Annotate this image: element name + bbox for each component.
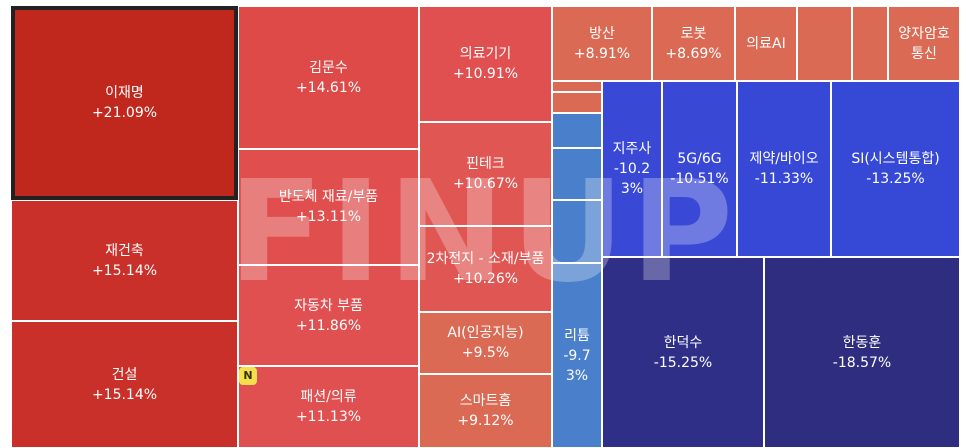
tile-name: 스마트홈	[459, 393, 512, 409]
tile-lithium[interactable]: 리튬 -9.73%	[552, 263, 602, 448]
tile-name: 반도체 재료/부품	[278, 189, 379, 205]
tile-name: 의료AI	[746, 35, 786, 52]
tile-change: +8.91%	[573, 45, 631, 62]
tile-change: -15.25%	[653, 354, 713, 371]
tile-robot[interactable]: 로봇 +8.69%	[652, 6, 735, 81]
tile-unlabeled[interactable]	[552, 92, 602, 113]
tile-change: +9.12%	[457, 413, 514, 429]
tile-handonghoon[interactable]: 한동훈 -18.57%	[764, 257, 960, 448]
tile-name: 이재명	[105, 85, 144, 101]
tile-name: 한덕수	[663, 334, 703, 351]
tile-name: 한동훈	[842, 334, 882, 351]
tile-name: 지주사	[612, 141, 652, 157]
tile-change: +14.61%	[295, 79, 362, 96]
tile-change: +15.14%	[91, 386, 158, 403]
tile-unlabeled[interactable]	[552, 200, 602, 263]
tile-change: +8.69%	[665, 45, 722, 62]
tile-name: 건설	[111, 366, 138, 383]
tile-name: 자동차 부품	[294, 297, 363, 314]
tile-medical-devices[interactable]: 의료기기 +10.91%	[419, 6, 552, 122]
tile-reconstruction[interactable]: 재건축 +15.14%	[11, 200, 238, 321]
tile-name: 로봇	[680, 25, 707, 42]
tile-auto-parts[interactable]: 자동차 부품 +11.86%	[238, 265, 419, 366]
tile-ai[interactable]: AI(인공지능) +9.5%	[419, 312, 552, 374]
tile-kimmoonsoo[interactable]: 김문수 +14.61%	[238, 6, 419, 149]
tile-change: +13.11%	[295, 209, 362, 225]
tile-change: +10.91%	[452, 66, 519, 82]
tile-name: 패션/의류	[300, 389, 357, 405]
tile-name: 의료기기	[459, 46, 512, 62]
tile-unlabeled[interactable]	[552, 148, 602, 200]
tile-name: 리튬	[564, 327, 590, 344]
tile-medical-ai[interactable]: 의료AI	[735, 6, 797, 81]
tile-name: 5G/6G	[677, 151, 722, 167]
tile-unlabeled[interactable]	[797, 6, 852, 81]
tile-si[interactable]: SI(시스템통합) -13.25%	[831, 81, 960, 257]
tile-name: 2차전지 - 소재/부품	[426, 251, 545, 267]
tile-change: +9.5%	[461, 345, 510, 361]
tile-change: +10.67%	[452, 176, 519, 192]
tile-leejaemyung[interactable]: 이재명 +21.09%	[11, 6, 238, 200]
tile-unlabeled[interactable]	[552, 113, 602, 148]
tile-battery-materials[interactable]: 2차전지 - 소재/부품 +10.26%	[419, 226, 552, 312]
tile-change: -13.25%	[866, 171, 925, 187]
tile-smarthome[interactable]: 스마트홈 +9.12%	[419, 374, 552, 448]
tile-change: +15.14%	[91, 262, 158, 279]
tile-change: +10.26%	[452, 271, 519, 287]
tile-name: 방산	[589, 25, 615, 42]
tile-name: 핀테크	[466, 156, 505, 172]
tile-name: 김문수	[309, 59, 348, 76]
tile-name: SI(시스템통합)	[851, 151, 940, 167]
tile-name: 재건축	[105, 242, 144, 259]
tile-holding-company[interactable]: 지주사 -10.23%	[602, 81, 662, 257]
tile-name: AI(인공지능)	[447, 325, 524, 341]
tile-5g6g[interactable]: 5G/6G -10.51%	[662, 81, 737, 257]
tile-fintech[interactable]: 핀테크 +10.67%	[419, 122, 552, 226]
tile-name: 양자암호통신	[898, 25, 950, 62]
tile-change: -9.73%	[563, 347, 591, 384]
tile-change: -10.23%	[613, 161, 651, 197]
tile-handeoksoo[interactable]: 한덕수 -15.25%	[602, 257, 764, 448]
tile-unlabeled[interactable]	[552, 81, 602, 92]
tile-name: 제약/바이오	[749, 151, 819, 167]
tile-change: -11.33%	[754, 171, 814, 187]
tile-pharma-bio[interactable]: 제약/바이오 -11.33%	[737, 81, 831, 257]
tile-change: -10.51%	[670, 171, 729, 187]
tile-fashion[interactable]: 패션/의류 +11.13%	[238, 366, 419, 448]
tile-unlabeled[interactable]	[852, 6, 888, 81]
news-badge[interactable]: N	[239, 367, 257, 385]
tile-change: +11.13%	[295, 409, 362, 425]
tile-defense[interactable]: 방산 +8.91%	[552, 6, 652, 81]
tile-semiconductor-materials[interactable]: 반도체 재료/부품 +13.11%	[238, 149, 419, 265]
tile-change: +11.86%	[295, 317, 362, 334]
tile-construction[interactable]: 건설 +15.14%	[11, 321, 238, 448]
tile-quantum-crypto[interactable]: 양자암호통신	[888, 6, 960, 81]
tile-change: -18.57%	[832, 354, 892, 371]
tile-change: +21.09%	[91, 105, 158, 121]
